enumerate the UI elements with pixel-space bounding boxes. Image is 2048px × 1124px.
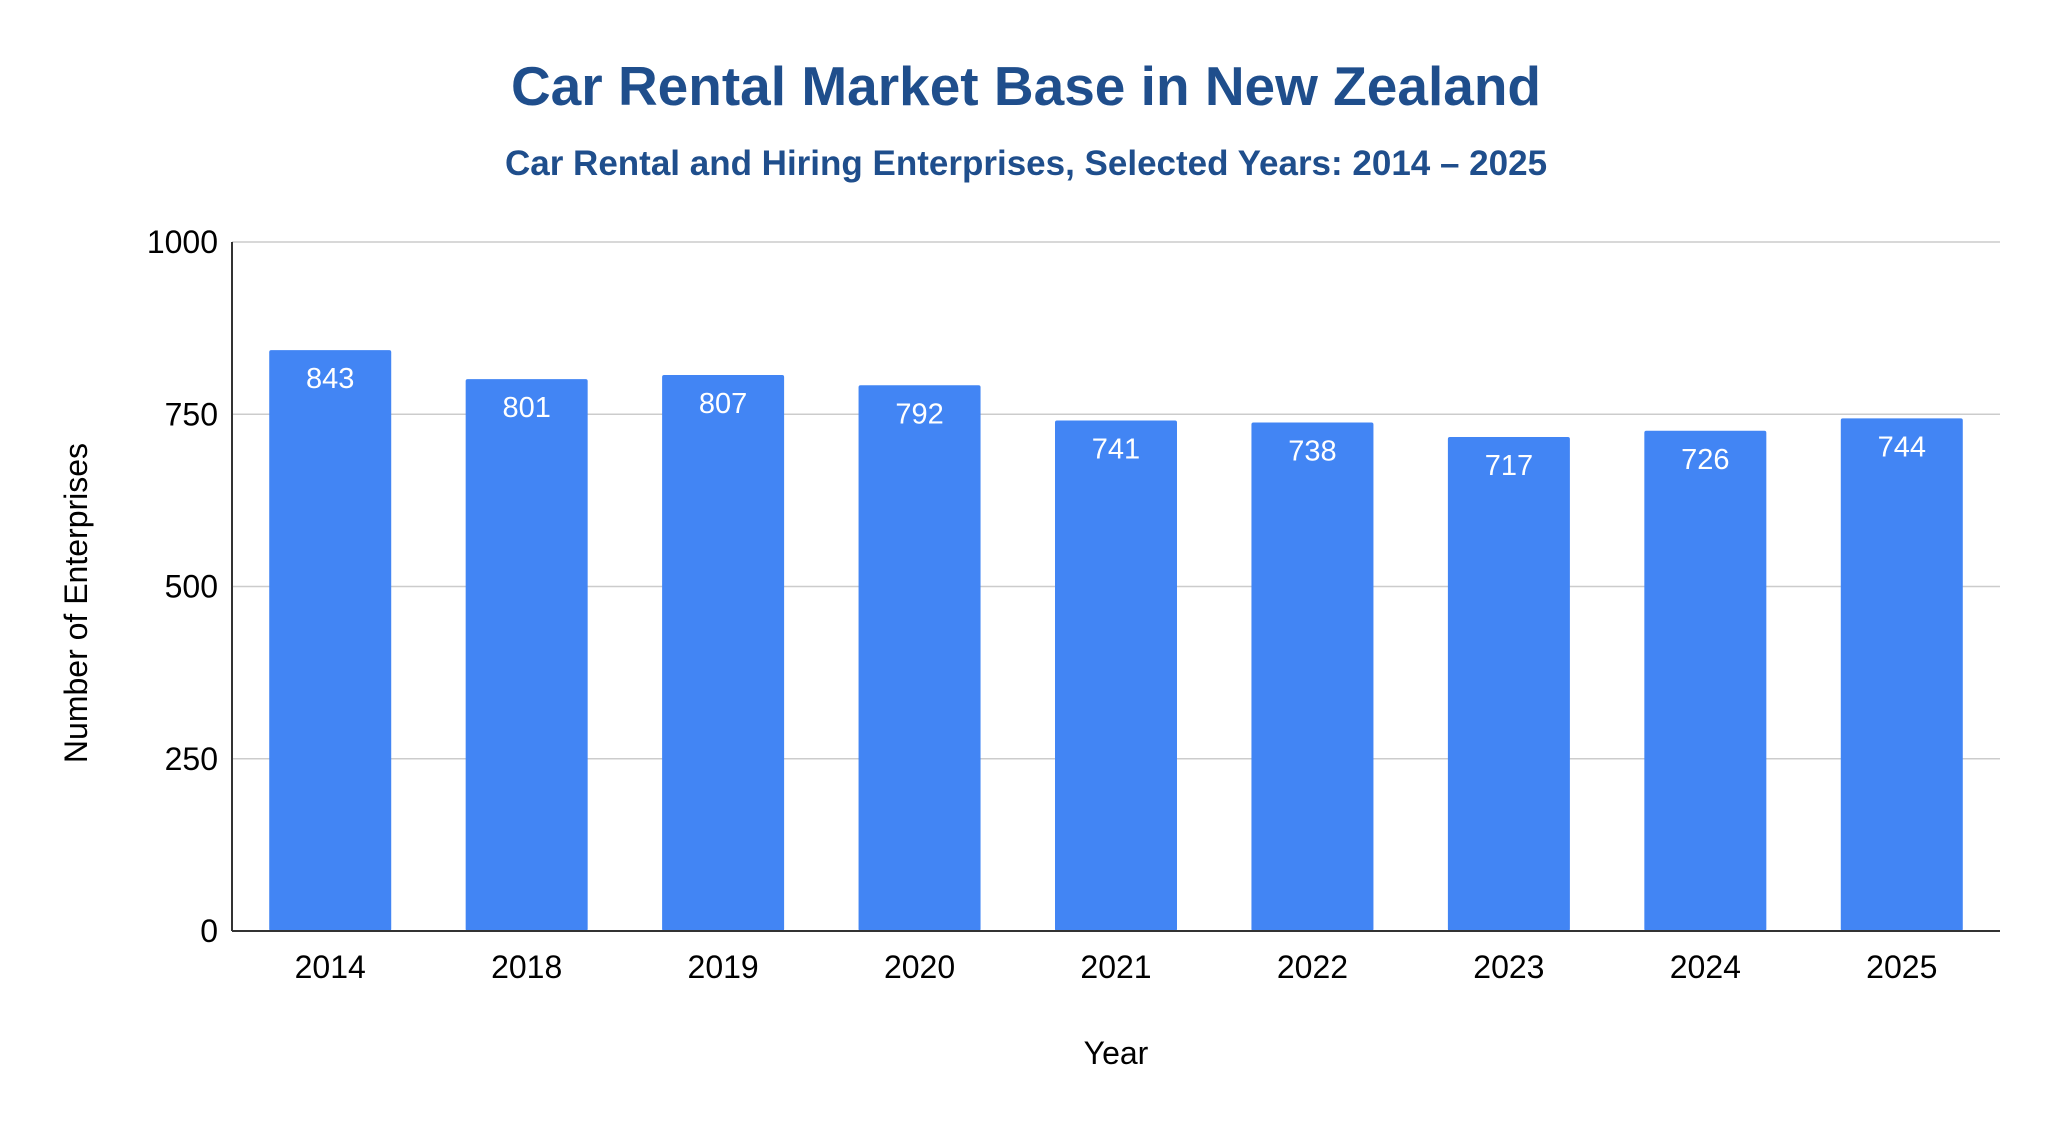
bar-value-label: 801 xyxy=(502,392,550,424)
x-axis-title: Year xyxy=(1084,1035,1149,1071)
bar xyxy=(1055,420,1177,931)
bar-value-label: 741 xyxy=(1092,433,1140,465)
x-tick-label: 2022 xyxy=(1277,949,1348,985)
y-tick-label: 1000 xyxy=(147,224,218,260)
x-tick-label: 2019 xyxy=(688,949,759,985)
x-tick-label: 2025 xyxy=(1866,949,1937,985)
bar xyxy=(1840,418,1963,931)
y-tick-label: 0 xyxy=(200,913,218,949)
y-axis-ticks: 0 250 500 750 1000 xyxy=(147,224,218,949)
x-tick-label: 2020 xyxy=(884,949,955,985)
x-tick-label: 2023 xyxy=(1473,949,1544,985)
bar-value-label: 807 xyxy=(699,388,747,420)
bar-value-label: 843 xyxy=(306,363,354,395)
data-labels: 843 801 807 792 741 738 717 726 744 xyxy=(306,363,1926,482)
x-tick-label: 2018 xyxy=(491,949,562,985)
x-tick-label: 2021 xyxy=(1080,949,1151,985)
x-tick-label: 2024 xyxy=(1670,949,1741,985)
bar-value-label: 726 xyxy=(1681,444,1729,476)
chart-subtitle: Car Rental and Hiring Enterprises, Selec… xyxy=(505,144,1547,183)
y-tick-label: 250 xyxy=(165,741,218,777)
y-axis-title: Number of Enterprises xyxy=(58,443,94,763)
bar xyxy=(269,350,392,932)
bars xyxy=(269,350,1963,932)
bar xyxy=(465,379,588,932)
bar-value-label: 744 xyxy=(1878,431,1926,463)
y-tick-label: 750 xyxy=(165,396,218,432)
bar-value-label: 792 xyxy=(895,398,943,430)
bar xyxy=(662,374,785,931)
bar xyxy=(1251,422,1374,931)
bar-value-label: 717 xyxy=(1485,450,1533,482)
chart-title: Car Rental Market Base in New Zealand xyxy=(511,55,1541,117)
bar xyxy=(858,385,981,931)
y-tick-label: 500 xyxy=(165,569,218,605)
x-tick-label: 2014 xyxy=(295,949,366,985)
bar-value-label: 738 xyxy=(1288,436,1336,468)
bar xyxy=(1447,436,1570,931)
bar xyxy=(1644,430,1767,931)
x-axis-ticks: 2014 2018 2019 2020 2021 2022 2023 2024 2025 xyxy=(295,949,1938,985)
